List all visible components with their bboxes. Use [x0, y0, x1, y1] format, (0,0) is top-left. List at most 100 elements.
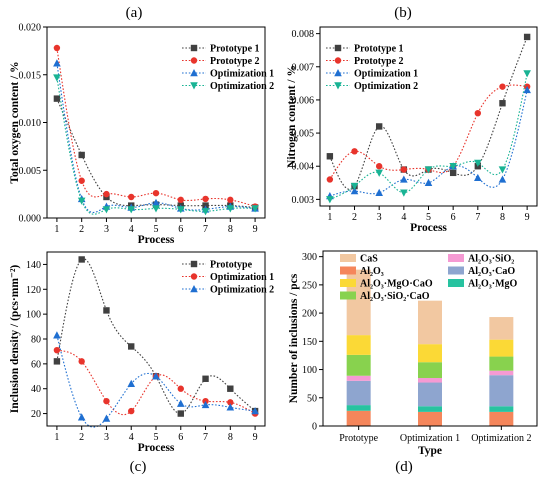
- data-point: [53, 74, 61, 82]
- stacked-bar: [489, 317, 514, 426]
- bar-segment: [418, 378, 442, 383]
- data-point: [177, 410, 184, 417]
- bar-segment: [346, 375, 371, 381]
- legend-label: Prototype: [210, 260, 253, 271]
- data-point: [227, 385, 234, 392]
- data-point: [449, 169, 457, 177]
- data-point: [498, 166, 507, 174]
- series-line: [329, 89, 528, 197]
- bar-segment: [346, 405, 371, 411]
- series-line: [56, 349, 256, 416]
- legend-entry: Al₂O₃: [340, 266, 384, 277]
- data-point: [53, 59, 61, 67]
- y-tick-label: 0.000: [19, 214, 42, 225]
- legend-entry: Prototype 2: [182, 56, 260, 67]
- x-axis-label: Type: [418, 445, 442, 457]
- data-point: [128, 343, 135, 350]
- legend-swatch: [340, 254, 356, 262]
- legend-marker: [190, 273, 198, 280]
- x-tick-label: 8: [228, 432, 233, 443]
- legend-entry: Al₂O₃·SiO₂·CaO: [340, 291, 430, 302]
- x-axis-label: Process: [138, 234, 175, 246]
- y-tick-label: 20: [31, 409, 41, 420]
- series-line: [56, 335, 256, 428]
- legend-entry: Al₂O₃·MgO·CaO: [340, 279, 433, 290]
- data-point: [523, 70, 531, 78]
- y-tick-label: 0: [312, 422, 317, 433]
- data-point: [78, 151, 85, 159]
- series-optimization-2: [53, 74, 259, 216]
- data-point: [128, 193, 135, 201]
- data-point: [103, 397, 110, 405]
- legend-swatch: [448, 266, 464, 275]
- panel-label: (d): [395, 459, 413, 475]
- y-tick-label: 0.004: [292, 162, 315, 173]
- legend-marker: [334, 82, 342, 90]
- x-tick-label: 4: [129, 224, 134, 235]
- x-tick-label: 5: [426, 212, 431, 223]
- x-tick-label: 5: [154, 432, 159, 443]
- bar-segment: [418, 411, 442, 426]
- x-tick-label: 8: [228, 224, 233, 235]
- x-tick-label: 7: [475, 212, 480, 223]
- x-tick-label: 2: [352, 212, 357, 223]
- data-point: [127, 206, 136, 214]
- legend-label: Al₂O₃: [360, 266, 384, 277]
- data-point: [498, 175, 507, 183]
- series-prototype-2: [53, 44, 259, 210]
- legend-label: Optimization 1: [210, 272, 274, 283]
- x-tick-label: 2: [79, 432, 84, 443]
- x-axis-label: Process: [138, 442, 175, 454]
- panel-b: (b) 0.003 0.004 0.005 0.006 0.007 0.008 1 2 3 4 5 6 7…: [286, 5, 538, 234]
- x-tick-label: 7: [203, 432, 208, 443]
- legend-swatch: [448, 279, 464, 287]
- panel-label: (a): [126, 5, 143, 21]
- x-tick-label: 3: [104, 432, 109, 443]
- y-tick-label: 0.005: [292, 129, 315, 140]
- bar-segment: [418, 362, 442, 379]
- x-tick-label: 4: [129, 432, 134, 443]
- panel-a: (a) 0.000 0.005 0.010 0.015 0.020 1 2 3 4 5 6 7 8 9 Pro…: [9, 5, 274, 246]
- legend-marker: [334, 44, 342, 52]
- series-optimization-1: [53, 346, 259, 417]
- y-tick-label: 100: [302, 365, 317, 376]
- data-point: [177, 196, 184, 204]
- bar-segment: [489, 370, 514, 376]
- x-tick-label: 1: [54, 432, 59, 443]
- data-point: [474, 159, 482, 167]
- legend-entry: CaS: [340, 254, 378, 265]
- y-tick-label: 300: [302, 252, 317, 263]
- legend-label: Al₂O₃·CaO: [468, 266, 515, 277]
- x-tick-label: 2: [79, 224, 84, 235]
- legend-label: Prototype 2: [354, 56, 404, 67]
- legend-marker: [190, 260, 198, 268]
- data-point: [152, 198, 160, 206]
- data-point: [523, 85, 531, 94]
- series-line: [329, 73, 528, 200]
- data-point: [424, 178, 433, 186]
- data-point: [226, 205, 235, 213]
- data-point: [201, 400, 210, 409]
- y-axis-label: Total oxygen content / %: [9, 61, 21, 183]
- panel-label: (c): [130, 459, 147, 475]
- legend-swatch: [340, 279, 356, 287]
- y-axis-label: Nitrogen content / %: [286, 65, 298, 168]
- data-point: [350, 182, 359, 191]
- legend-entry: Optimization 1: [326, 69, 418, 80]
- legend-entry: Al₂O₃·SiO₂: [448, 254, 514, 265]
- data-point: [251, 205, 259, 213]
- x-tick-label: Prototype: [339, 433, 378, 444]
- plot-frame: [319, 26, 538, 207]
- bar-segment: [489, 406, 514, 412]
- legend-swatch: [448, 254, 464, 262]
- bar-segment: [489, 356, 514, 371]
- panel-label: (b): [394, 5, 412, 21]
- legend-swatch: [340, 266, 356, 275]
- y-tick-label: 80: [31, 335, 41, 346]
- x-axis-label: Process: [410, 222, 447, 234]
- legend-label: Optimization 2: [354, 81, 418, 92]
- x-tick-label: 6: [178, 224, 183, 235]
- y-tick-label: 250: [302, 280, 317, 291]
- data-point: [103, 190, 110, 198]
- data-point: [227, 196, 234, 204]
